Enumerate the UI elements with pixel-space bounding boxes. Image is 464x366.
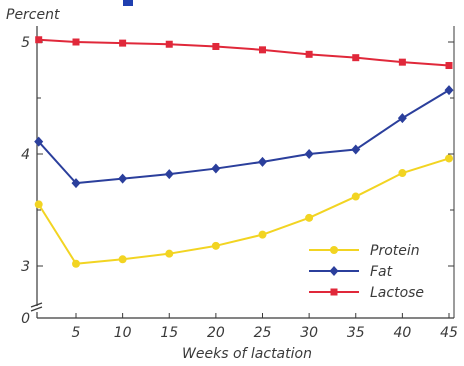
y-axis-label: Percent <box>6 7 60 23</box>
protein-data-point <box>72 259 80 268</box>
fat-legend-marker <box>329 266 339 276</box>
x-tick-label: 30 <box>300 325 318 341</box>
x-tick-label: 25 <box>254 325 272 341</box>
chart-legend: Protein Fat Lactose <box>309 243 424 301</box>
x-tick-label: 10 <box>114 325 132 341</box>
protein-data-point <box>398 169 407 178</box>
lactose-data-point <box>445 62 453 70</box>
protein-data-point <box>445 154 453 163</box>
fat-data-point <box>351 144 361 155</box>
x-axis-label: Weeks of lactation <box>182 346 312 362</box>
fat-series-line <box>37 89 450 185</box>
protein-data-point <box>118 255 127 264</box>
lactose-legend-label: Lactose <box>370 285 424 301</box>
chart-series <box>34 36 454 268</box>
lactose-data-point <box>165 40 173 48</box>
protein-series-line <box>37 157 450 265</box>
lactose-legend-marker <box>330 288 338 296</box>
y-tick-label: 5 <box>21 35 30 51</box>
lactose-series-line <box>38 38 450 67</box>
fat-legend-label: Fat <box>370 264 393 280</box>
protein-data-point <box>34 200 43 209</box>
x-tick-label: 35 <box>347 325 365 341</box>
fat-data-point <box>397 113 407 124</box>
decorative-blue-mark <box>123 0 133 6</box>
fat-data-point <box>34 136 44 147</box>
lactose-data-point <box>398 58 406 66</box>
x-tick-label: 15 <box>160 325 178 341</box>
protein-data-point <box>211 241 220 250</box>
lactose-data-point <box>119 39 127 47</box>
x-tick-label: 20 <box>207 325 225 341</box>
protein-legend-label: Protein <box>370 243 420 259</box>
protein-data-point <box>305 213 314 222</box>
fat-data-point <box>71 178 81 189</box>
y-tick-label: 0 <box>21 311 30 327</box>
lactose-data-point <box>259 46 266 54</box>
y-axis-break <box>30 302 43 312</box>
fat-data-point <box>118 173 128 184</box>
fat-data-point <box>304 149 314 159</box>
fat-data-point <box>164 169 174 180</box>
protein-legend-marker <box>330 246 338 254</box>
y-tick-label: 4 <box>21 147 30 163</box>
lactose-data-point <box>72 38 80 46</box>
lactose-data-point <box>212 42 220 50</box>
protein-data-point <box>258 230 267 239</box>
fat-data-point <box>211 163 221 174</box>
lactose-data-point <box>352 54 360 62</box>
protein-data-point <box>165 249 174 258</box>
fat-data-point <box>258 156 267 167</box>
lactose-data-point <box>35 36 43 44</box>
x-tick-label: 45 <box>440 325 458 341</box>
x-tick-label: 5 <box>72 325 81 341</box>
y-tick-label: 3 <box>21 259 30 275</box>
lactose-data-point <box>305 50 313 58</box>
protein-data-point <box>351 192 360 201</box>
x-tick-label: 40 <box>393 325 411 341</box>
fat-data-point <box>444 85 454 96</box>
